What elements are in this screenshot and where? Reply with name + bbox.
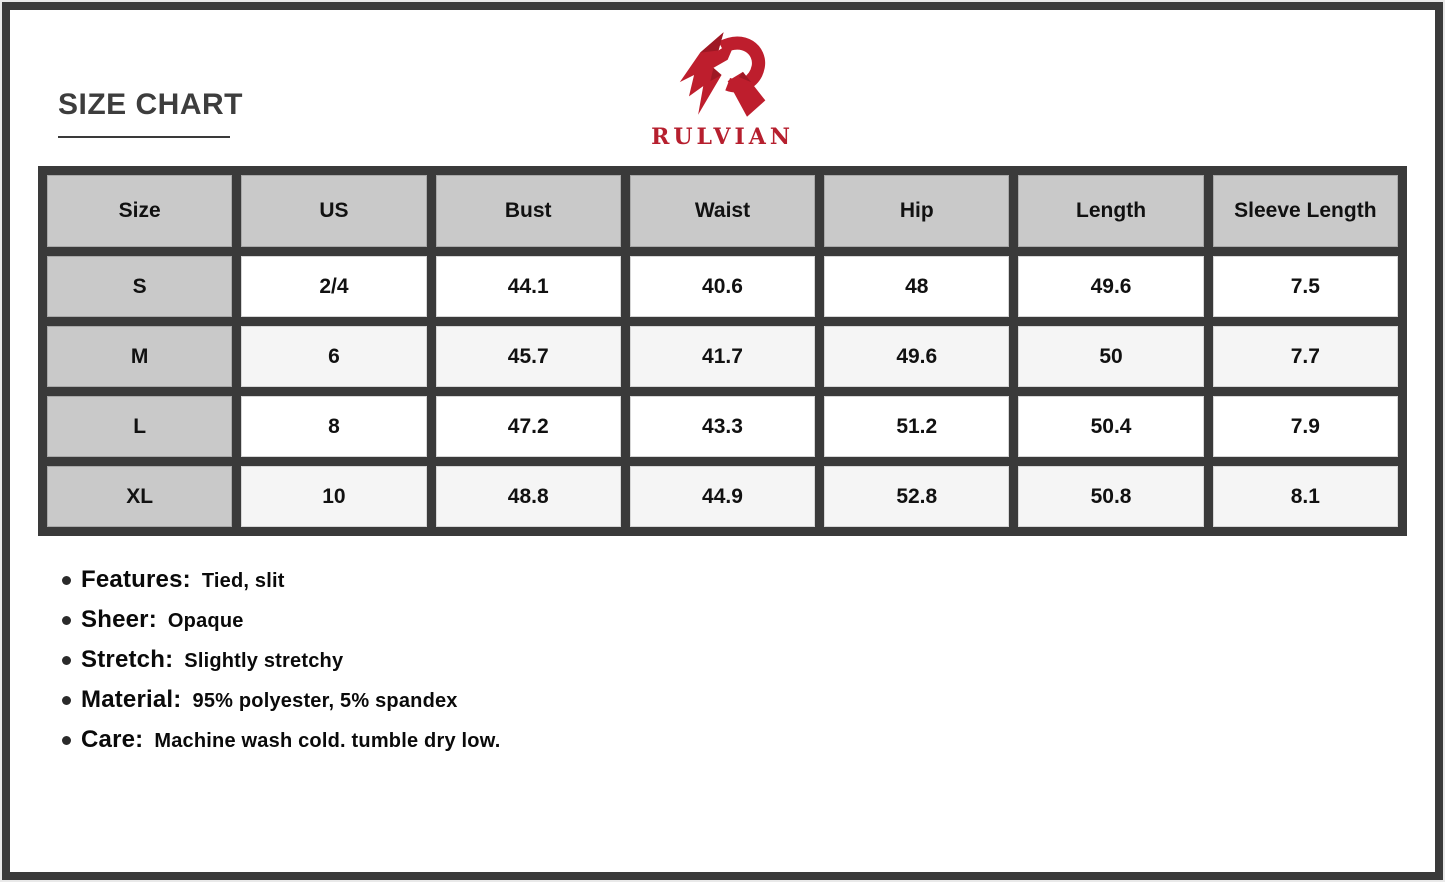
size-label-cell: L (47, 396, 233, 457)
detail-value: Slightly stretchy (184, 650, 344, 672)
detail-value: Tied, slit (201, 570, 285, 592)
table-cell: 8 (241, 396, 427, 457)
table-cell: 7.7 (1212, 326, 1398, 387)
table-cell: 48 (824, 256, 1010, 317)
table-cell: 45.7 (435, 326, 621, 387)
title-block: SIZE CHART (58, 88, 243, 138)
table-cell: 44.1 (435, 256, 621, 317)
detail-label: Care: (81, 726, 144, 753)
detail-value: 95% polyester, 5% spandex (192, 690, 458, 712)
table-cell: 50 (1018, 326, 1204, 387)
column-header-size: Size (47, 175, 233, 247)
table-cell: 7.9 (1212, 396, 1398, 457)
table-cell: 2/4 (241, 256, 427, 317)
table-cell: 49.6 (824, 326, 1010, 387)
brand-r-monogram-icon (667, 30, 779, 122)
detail-value: Machine wash cold. tumble dry low. (154, 730, 501, 752)
table-row-m: M 6 45.7 41.7 49.6 50 7.7 (47, 326, 1398, 387)
bullet-icon (62, 655, 71, 665)
table-cell: 50.4 (1018, 396, 1204, 457)
table-cell: 47.2 (435, 396, 621, 457)
table-row-xl: XL 10 48.8 44.9 52.8 50.8 8.1 (47, 466, 1398, 527)
table-cell: 43.3 (629, 396, 816, 457)
detail-item-sheer: Sheer: Opaque (62, 606, 1435, 634)
size-label-cell: M (47, 326, 233, 387)
column-header-hip: Hip (824, 175, 1010, 247)
column-header-bust: Bust (435, 175, 621, 247)
table-cell: 44.9 (629, 466, 816, 527)
table-cell: 49.6 (1018, 256, 1204, 317)
bullet-icon (62, 735, 71, 745)
table-cell: 6 (241, 326, 427, 387)
table-cell: 51.2 (824, 396, 1010, 457)
brand-name: RULVIAN (651, 124, 794, 150)
detail-item-care: Care: Machine wash cold. tumble dry low. (62, 726, 1435, 754)
table-cell: 52.8 (824, 466, 1010, 527)
detail-item-material: Material: 95% polyester, 5% spandex (62, 686, 1435, 714)
table-header-row: Size US Bust Waist Hip Length Sleeve Len… (47, 175, 1398, 247)
detail-label: Stretch: (81, 646, 174, 673)
title-underline (58, 136, 230, 138)
bullet-icon (62, 615, 71, 625)
column-header-length: Length (1018, 175, 1204, 247)
detail-label: Features: (81, 566, 191, 593)
size-label-cell: XL (47, 466, 233, 527)
table-cell: 50.8 (1018, 466, 1204, 527)
detail-label: Material: (81, 686, 182, 713)
table-cell: 8.1 (1212, 466, 1398, 527)
table-row-l: L 8 47.2 43.3 51.2 50.4 7.9 (47, 396, 1398, 457)
product-details-list: Features: Tied, slit Sheer: Opaque Stret… (10, 566, 1435, 754)
table-cell: 40.6 (629, 256, 816, 317)
column-header-us: US (241, 175, 427, 247)
detail-label: Sheer: (81, 606, 157, 633)
table-row-s: S 2/4 44.1 40.6 48 49.6 7.5 (47, 256, 1398, 317)
header: SIZE CHART RULVIAN (10, 10, 1435, 166)
column-header-waist: Waist (629, 175, 816, 247)
brand-logo: RULVIAN (651, 30, 794, 150)
bullet-icon (62, 575, 71, 585)
table-cell: 48.8 (435, 466, 621, 527)
table-cell: 10 (241, 466, 427, 527)
table-cell: 7.5 (1212, 256, 1398, 317)
size-label-cell: S (47, 256, 233, 317)
bullet-icon (62, 695, 71, 705)
detail-item-stretch: Stretch: Slightly stretchy (62, 646, 1435, 674)
detail-value: Opaque (167, 610, 244, 632)
column-header-sleeve-length: Sleeve Length (1212, 175, 1398, 247)
table-cell: 41.7 (629, 326, 816, 387)
detail-item-features: Features: Tied, slit (62, 566, 1435, 594)
page-title: SIZE CHART (58, 88, 243, 121)
size-chart-table: Size US Bust Waist Hip Length Sleeve Len… (38, 166, 1407, 536)
